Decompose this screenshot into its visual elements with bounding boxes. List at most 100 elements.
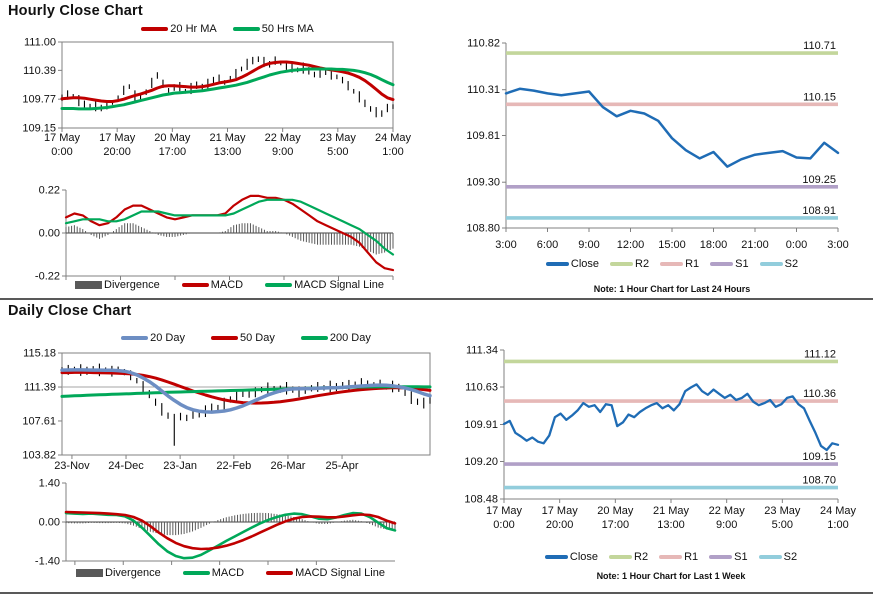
legend-item-50-day: 50 Day [211,332,275,344]
daily-macd-legend: Divergence MACD MACD Signal Line [66,567,395,579]
svg-text:17 May: 17 May [99,132,136,144]
legend-label: Divergence [104,279,160,291]
svg-text:17 May: 17 May [486,505,523,517]
svg-text:108.91: 108.91 [802,205,836,217]
legend-item-20-day: 20 Day [121,332,185,344]
svg-text:22 May: 22 May [265,132,302,144]
svg-text:1.40: 1.40 [39,478,60,490]
svg-text:22 May: 22 May [709,505,746,517]
legend-item-s2: S2 [759,258,799,270]
svg-text:17 May: 17 May [542,505,579,517]
legend-marker-icon [121,336,149,340]
svg-text:107.61: 107.61 [22,415,56,427]
legend-label: 200 Day [329,332,371,344]
legend-label: S1 [734,551,748,563]
svg-text:26-Mar: 26-Mar [271,460,306,472]
legend-item-200-day: 200 Day [300,332,371,344]
svg-text:111.12: 111.12 [804,348,836,360]
svg-text:20 May: 20 May [597,505,634,517]
svg-text:23-Jan: 23-Jan [163,460,197,472]
svg-text:110.82: 110.82 [467,38,500,50]
svg-text:111.00: 111.00 [24,37,56,49]
daily-sr-note: Note: 1 Hour Chart for Last 1 Week [596,571,746,581]
hourly_sr-chart: 110.82 110.31 109.81 109.30 108.80 3:00 6:00 9:… [466,38,848,252]
svg-text:108.70: 108.70 [802,475,836,487]
legend-label: R2 [634,551,649,563]
svg-text:21 May: 21 May [653,505,690,517]
svg-text:13:00: 13:00 [657,519,685,531]
legend-item-50-hrs-ma: 50 Hrs MA [232,23,314,35]
svg-text:109.81: 109.81 [466,130,500,142]
legend-marker-icon [182,571,210,575]
svg-text:111.34: 111.34 [466,345,498,357]
svg-text:110.36: 110.36 [803,388,836,400]
legend-item-divergence: Divergence [76,567,161,579]
legend-item-r2: R2 [609,551,648,563]
svg-text:110.39: 110.39 [23,65,56,77]
svg-text:5:00: 5:00 [327,146,348,158]
legend-marker-icon [759,262,783,266]
svg-text:17:00: 17:00 [159,146,187,158]
svg-text:-1.40: -1.40 [35,556,60,568]
svg-text:25-Apr: 25-Apr [326,460,359,472]
legend-label: MACD Signal Line [294,279,384,291]
legend-marker-icon [75,281,103,289]
svg-text:109.15: 109.15 [22,123,56,135]
legend-item-close: Close [545,258,600,270]
svg-text:110.15: 110.15 [803,91,836,103]
hourly_macd-chart: 0.22 0.00 -0.22 [35,185,395,283]
legend-label: 20 Day [150,332,185,344]
svg-text:24 May: 24 May [375,132,412,144]
svg-text:110.63: 110.63 [465,381,498,393]
hourly-price-legend: 20 Hr MA 50 Hrs MA [62,23,393,35]
svg-text:9:00: 9:00 [578,239,599,251]
legend-marker-icon [710,262,734,266]
svg-text:15:00: 15:00 [658,239,686,251]
svg-text:23 May: 23 May [320,132,357,144]
legend-item-macd-signal-line: MACD Signal Line [266,567,385,579]
svg-text:111.39: 111.39 [24,382,56,394]
legend-label: S2 [783,551,798,563]
svg-text:9:00: 9:00 [716,519,737,531]
svg-text:3:00: 3:00 [827,239,848,251]
legend-marker-icon [300,336,328,340]
svg-text:21:00: 21:00 [741,239,769,251]
svg-text:6:00: 6:00 [537,239,558,251]
legend-marker-icon [141,27,169,31]
svg-text:0:00: 0:00 [786,239,807,251]
legend-label: 50 Hrs MA [261,23,314,35]
legend-marker-icon [211,336,238,340]
svg-text:109.25: 109.25 [802,174,836,186]
legend-marker-icon [265,283,293,287]
svg-text:20 May: 20 May [154,132,191,144]
legend-marker-icon [266,571,294,575]
legend-label: R1 [684,551,699,563]
svg-text:3:00: 3:00 [495,239,516,251]
legend-marker-icon [232,27,260,31]
legend-item-macd: MACD [182,567,245,579]
legend-label: S2 [784,258,799,270]
svg-text:103.82: 103.82 [22,450,56,462]
legend-label: Close [569,551,599,563]
legend-label: Close [570,258,600,270]
legend-item-s1: S1 [709,551,748,563]
legend-marker-icon [544,555,568,559]
daily-sr-legend: Close R2 R1 S1 S2 [504,551,838,563]
legend-label: MACD Signal Line [295,567,385,579]
legend-marker-icon [659,555,683,559]
svg-text:0:00: 0:00 [51,146,72,158]
legend-marker-icon [76,569,104,577]
legend-label: MACD [211,567,245,579]
svg-text:0.22: 0.22 [39,185,60,197]
svg-text:110.31: 110.31 [467,84,500,96]
legend-marker-icon [545,262,569,266]
legend-item-s1: S1 [710,258,749,270]
svg-text:0.00: 0.00 [39,228,60,240]
svg-text:20:00: 20:00 [103,146,131,158]
legend-marker-icon [609,555,633,559]
legend-marker-icon [709,555,733,559]
svg-text:1:00: 1:00 [382,146,403,158]
svg-text:109.77: 109.77 [22,94,56,106]
